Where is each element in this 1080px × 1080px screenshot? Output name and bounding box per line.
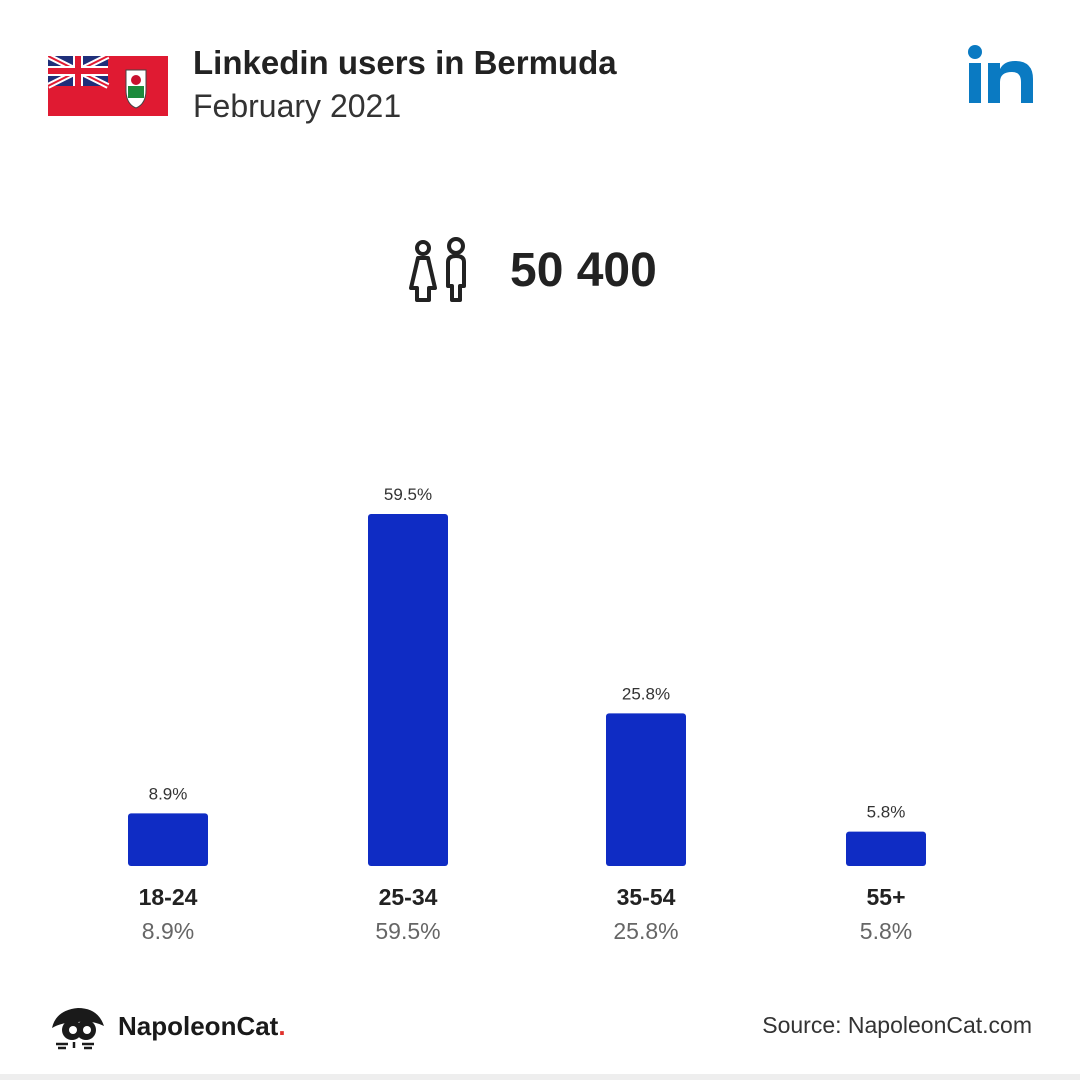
category-percent-label: 25.8%	[613, 918, 679, 944]
source-text: Source: NapoleonCat.com	[762, 1012, 1032, 1038]
bar-18-24	[128, 813, 208, 866]
category-label: 55+	[866, 884, 906, 910]
category-percent-label: 5.8%	[859, 918, 913, 944]
total-users: 50 400	[404, 236, 657, 304]
brand-name: NapoleonCat	[118, 1010, 279, 1041]
bar-25-34	[368, 514, 448, 866]
chart-title: Linkedin users in Bermuda	[193, 44, 617, 81]
footer-strip	[0, 1074, 1080, 1080]
bar-value-label: 25.8%	[622, 684, 670, 703]
category-label: 25-34	[378, 884, 438, 910]
napoleoncat-logo-icon	[52, 1008, 104, 1050]
bar-35-54	[606, 713, 686, 866]
linkedin-icon	[968, 45, 1033, 103]
bar-value-label: 8.9%	[149, 784, 188, 803]
bermuda-flag-icon	[48, 56, 168, 116]
bar-value-label: 5.8%	[867, 803, 906, 822]
category-label: 35-54	[616, 884, 676, 910]
people-icon	[409, 237, 466, 302]
category-label: 18-24	[138, 884, 198, 910]
total-users-value: 50 400	[510, 243, 657, 297]
chart-subtitle: February 2021	[193, 88, 402, 124]
category-percent-label: 8.9%	[141, 918, 195, 944]
bar-value-label: 59.5%	[384, 485, 432, 504]
category-percent-label: 59.5%	[375, 918, 441, 944]
bar-55+	[846, 831, 926, 866]
napoleoncat-brand: NapoleonCat.	[48, 1002, 286, 1050]
brand-dot: .	[278, 1010, 286, 1041]
